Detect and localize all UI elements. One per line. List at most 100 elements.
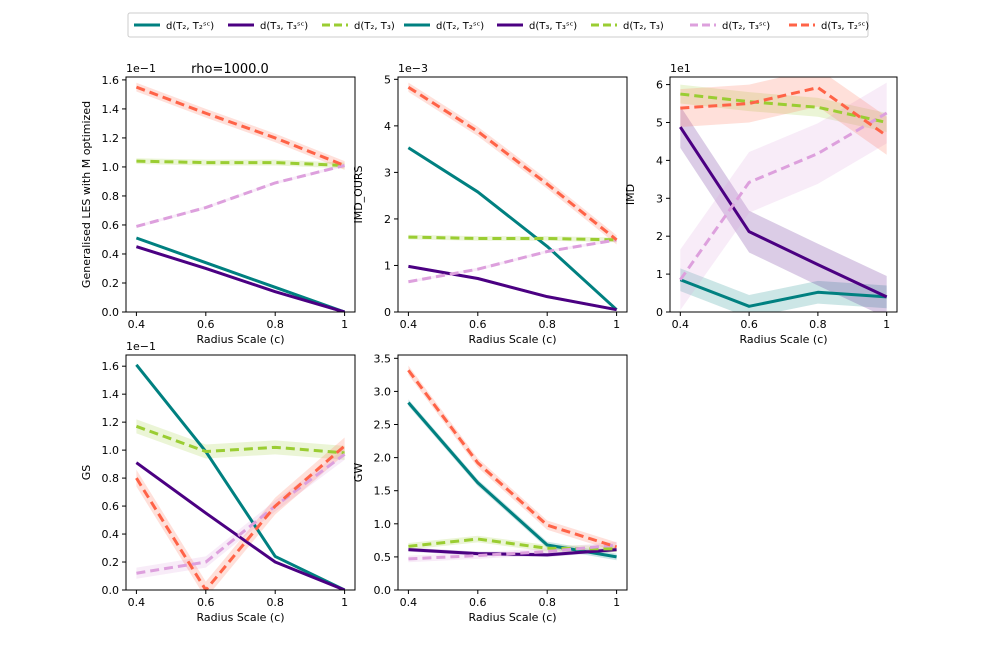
x-tick-label: 1	[883, 318, 890, 331]
series-line	[407, 85, 618, 242]
y-tick-label: 1.6	[102, 74, 120, 87]
plot-area	[679, 77, 888, 312]
y-tick-label: 0.2	[102, 277, 120, 290]
x-tick-label: 0.8	[538, 596, 556, 609]
y-tick-label: 0.6	[102, 219, 120, 232]
y-tick-label: 1.2	[102, 416, 120, 429]
confidence-band	[680, 84, 887, 132]
series-line	[679, 278, 887, 308]
y-tick-label: 1.4	[102, 103, 120, 116]
chart-panel-3: 0.4 0.6 0.8 1 0 1 2 3 4 5 6 Radius Scale (c) IMD 1e1	[624, 62, 898, 346]
series-line	[407, 369, 618, 549]
y-tick-label: 0.0	[102, 306, 120, 319]
y-tick-label: 1.0	[102, 444, 120, 457]
chart-panel-5: 0.4 0.6 0.8 1 0.0 0.5 1.0 1.5 2.0 2.5 3.0 3.5 Radius…	[352, 352, 628, 624]
chart-panel-2: 0.4 0.6 0.8 1 0 1 2 3 4 5 Radius Scale (c) IMD_OURS…	[352, 62, 628, 346]
confidence-band	[136, 82, 345, 170]
axis-offset-label: 1e−1	[126, 62, 156, 75]
x-tick-label: 0.6	[469, 318, 487, 331]
series-line	[408, 543, 617, 561]
legend-label: d(T₂, T₃)	[354, 21, 395, 32]
x-tick-label: 0.4	[672, 318, 690, 331]
x-tick-label: 0.8	[266, 318, 284, 331]
y-tick-label: 0.4	[102, 528, 120, 541]
legend-label: d(T₂, T₂ˢᶜ)	[166, 21, 214, 32]
y-tick-label: 1.0	[102, 161, 120, 174]
series-line	[679, 126, 888, 299]
plot-area	[135, 363, 346, 590]
y-tick-label: 4	[656, 154, 663, 167]
y-tick-label: 3.5	[374, 352, 392, 365]
y-tick-label: 3	[384, 166, 391, 179]
y-axis-label: GS	[80, 465, 93, 481]
x-tick-label: 0.8	[809, 318, 827, 331]
x-tick-label: 0.8	[266, 596, 284, 609]
y-tick-label: 2	[656, 230, 663, 243]
x-tick-label: 0.4	[128, 318, 146, 331]
x-tick-label: 0.4	[128, 596, 146, 609]
x-tick-label: 0.8	[538, 318, 556, 331]
series-line	[135, 85, 346, 167]
confidence-band	[680, 77, 887, 155]
confidence-band	[136, 419, 345, 460]
y-tick-label: 1.4	[102, 388, 120, 401]
x-tick-label: 1	[341, 318, 348, 331]
series-line	[135, 236, 346, 312]
figure-title: rho=1000.0	[191, 62, 269, 77]
y-tick-label: 1.2	[102, 132, 120, 145]
legend: d(T₂, T₂ˢᶜ) d(T₃, T₃ˢᶜ) d(T₂, T₃) d(T₂, T₂ˢ…	[127, 12, 869, 38]
y-tick-label: 0.8	[102, 472, 120, 485]
series-line	[136, 159, 345, 167]
y-tick-label: 2	[384, 213, 391, 226]
axis-offset-label: 1e1	[670, 62, 691, 75]
y-tick-label: 0.0	[102, 584, 120, 597]
chart-panel-4: 0.4 0.6 0.8 1 0.0 0.2 0.4 0.6 0.8 1.0 1.2 1.4 1.6 Rad…	[80, 340, 356, 624]
y-tick-label: 1.5	[374, 485, 392, 498]
confidence-band	[680, 82, 887, 311]
confidence-band	[680, 106, 887, 312]
axes-frame	[125, 354, 356, 591]
series-line	[135, 444, 346, 590]
series-line	[408, 264, 617, 312]
y-axis-label: IMD	[624, 184, 637, 205]
y-tick-label: 0.5	[374, 551, 392, 564]
axis-offset-label: 1e−3	[398, 62, 428, 75]
y-tick-label: 4	[384, 120, 391, 133]
chart-panel-1: 0.4 0.6 0.8 1 0.0 0.2 0.4 0.6 0.8 1.0 1.2 1.4 1.6 Rad…	[80, 62, 356, 346]
series-line	[135, 245, 346, 312]
series-line	[408, 238, 617, 284]
series-line	[136, 164, 345, 228]
y-tick-label: 0.4	[102, 248, 120, 261]
y-tick-label: 1.6	[102, 360, 120, 373]
series-line	[135, 424, 345, 455]
x-tick-label: 0.6	[197, 318, 215, 331]
axes-frame	[397, 354, 628, 591]
y-tick-label: 0.0	[374, 584, 392, 597]
legend-label: d(T₂, T₃ˢᶜ)	[722, 21, 770, 32]
x-tick-label: 1	[341, 596, 348, 609]
x-axis-label: Radius Scale (c)	[739, 333, 827, 346]
plot-area	[135, 82, 346, 312]
x-tick-label: 0.6	[740, 318, 758, 331]
x-axis-label: Radius Scale (c)	[196, 611, 284, 624]
y-tick-label: 0.8	[102, 190, 120, 203]
x-axis-label: Radius Scale (c)	[196, 333, 284, 346]
y-tick-label: 0.2	[102, 556, 120, 569]
y-tick-label: 1.0	[374, 518, 392, 531]
x-tick-label: 1	[613, 596, 620, 609]
y-axis-label: GW	[352, 463, 365, 483]
legend-label: d(T₃, T₃ˢᶜ)	[529, 21, 577, 32]
confidence-band	[408, 365, 617, 552]
y-tick-label: 6	[656, 79, 663, 92]
x-axis-label: Radius Scale (c)	[468, 333, 556, 346]
y-tick-label: 1	[656, 268, 663, 281]
legend-label: d(T₃, T₃ˢᶜ)	[260, 21, 308, 32]
x-tick-label: 0.4	[400, 318, 418, 331]
legend-label: d(T₂, T₂ˢᶜ)	[436, 21, 484, 32]
y-tick-label: 5	[656, 116, 663, 129]
y-tick-label: 0	[384, 306, 391, 319]
series-line	[680, 86, 888, 137]
y-tick-label: 0.6	[102, 500, 120, 513]
axes-frame	[397, 76, 628, 313]
